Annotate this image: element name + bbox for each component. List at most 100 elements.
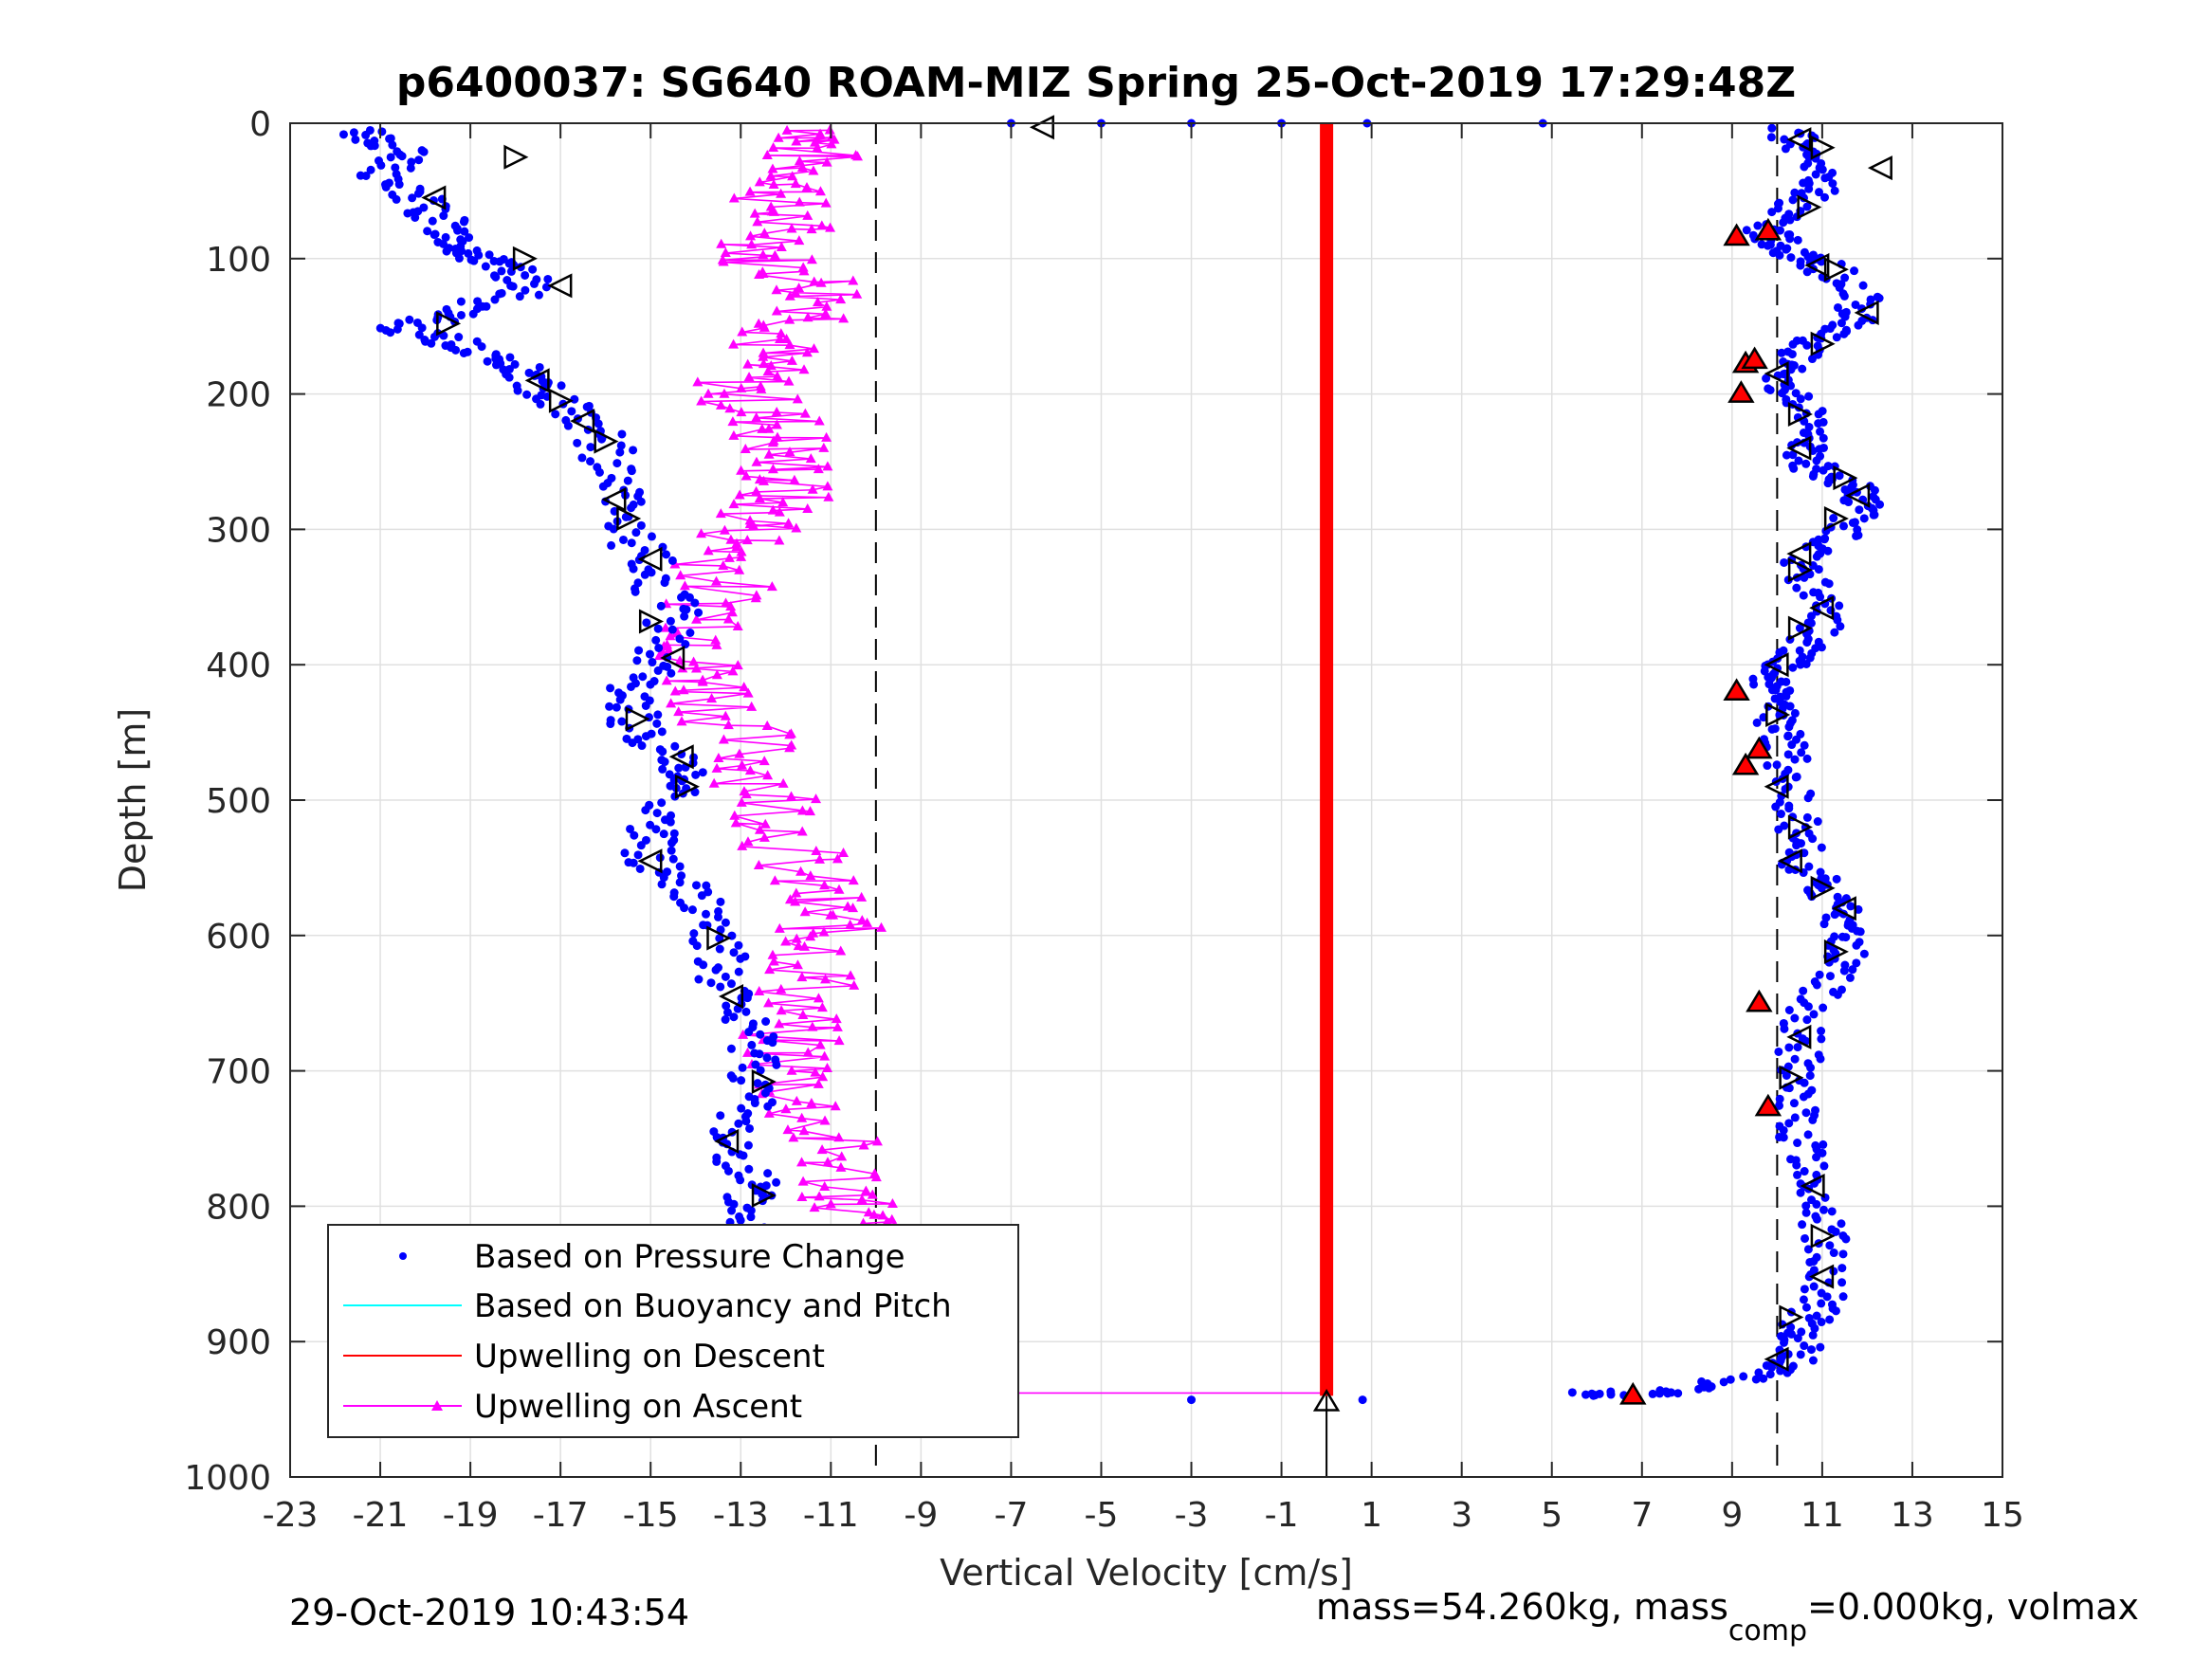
- ascent-point-107: [771, 406, 782, 416]
- pressure-ascent-point-576: [1802, 202, 1812, 211]
- ascent-point-120: [740, 444, 751, 454]
- pressure-descent-point-296: [657, 727, 667, 737]
- pressure-descent-point-481: [736, 1215, 745, 1225]
- pressure-descent-point-6: [351, 135, 360, 144]
- pressure-descent-point-382: [734, 940, 743, 950]
- ascent-point-64: [851, 288, 863, 299]
- pressure-descent-point-443: [734, 1119, 743, 1128]
- pressure-descent-point-17: [397, 152, 407, 161]
- pressure-ascent-point-965: [1815, 970, 1824, 979]
- pressure-descent-point-423: [772, 1060, 781, 1069]
- pressure-descent-point-235: [667, 556, 677, 565]
- pressure-descent-point-25: [366, 165, 375, 174]
- pressure-ascent-point-1100: [1779, 1338, 1788, 1347]
- pressure-ascent-point-772: [1780, 557, 1789, 567]
- pressure-ascent-point-1023: [1793, 1139, 1802, 1148]
- pressure-descent-point-217: [627, 503, 636, 513]
- ascent-point-41: [759, 228, 770, 238]
- ascent-point-309: [830, 1101, 841, 1111]
- pressure-descent-point-293: [652, 719, 662, 728]
- pressure-descent-point-347: [633, 850, 643, 860]
- pressure-ascent-point-976: [1803, 1002, 1813, 1012]
- pressure-descent-point-38: [408, 193, 417, 203]
- pressure-descent-point-345: [667, 846, 676, 855]
- pressure-extra-point-8: [1358, 1395, 1367, 1405]
- descent-marker-3: [547, 273, 573, 299]
- ascent-point-19: [765, 170, 777, 180]
- ascent-point-167: [766, 581, 777, 592]
- pressure-descent-point-209: [598, 482, 608, 491]
- ascent-marker-25: [1823, 939, 1849, 964]
- ascent-point-140: [777, 497, 789, 507]
- ascent-point-334: [887, 1197, 898, 1208]
- pressure-ascent-point-697: [1804, 422, 1814, 431]
- ascent-point-194: [711, 669, 722, 680]
- pressure-descent-point-201: [612, 459, 622, 468]
- x-tick-label-13: 3: [1451, 1496, 1472, 1535]
- ascent-point-160: [736, 551, 747, 561]
- pressure-descent-point-454: [739, 1151, 748, 1160]
- ascent-point-161: [723, 552, 735, 562]
- ascent-marker-0: [1786, 127, 1812, 153]
- ascent-point-100: [703, 388, 714, 398]
- pressure-descent-point-52: [459, 217, 468, 227]
- x-axis-label: Vertical Velocity [cm/s]: [940, 1552, 1353, 1594]
- pressure-descent-point-142: [451, 345, 461, 355]
- descent-marker-11: [637, 546, 663, 572]
- x-tick-label-17: 11: [1801, 1496, 1844, 1535]
- pressure-descent-point-48: [439, 211, 448, 221]
- pressure-ascent-point-924: [1817, 884, 1826, 893]
- pressure-descent-point-20: [414, 155, 424, 165]
- red-marker-6: [1746, 736, 1773, 759]
- pressure-descent-point-425: [756, 1066, 765, 1075]
- ascent-point-29: [794, 196, 805, 207]
- x-tick-label-18: 13: [1891, 1496, 1934, 1535]
- pressure-descent-point-353: [635, 864, 645, 873]
- x-tick-label-10: -3: [1175, 1496, 1209, 1535]
- pressure-descent-point-463: [772, 1177, 781, 1187]
- pressure-descent-point-427: [728, 1073, 738, 1083]
- legend: Based on Pressure Change Based on Buoyan…: [327, 1224, 1019, 1438]
- ascent-point-9: [812, 142, 823, 153]
- ascent-marker-23: [1810, 875, 1836, 901]
- pressure-ascent-point-798: [1806, 618, 1816, 628]
- ascent-marker-27: [1779, 1065, 1804, 1090]
- pressure-ascent-point-870: [1797, 748, 1806, 757]
- pressure-ascent-point-583: [1779, 218, 1788, 228]
- ascent-point-220: [744, 765, 756, 775]
- pressure-ascent-point-821: [1801, 659, 1811, 668]
- pressure-ascent-point-1119: [1782, 1368, 1792, 1377]
- ascent-point-139: [754, 493, 765, 503]
- ascent-point-179: [671, 627, 683, 637]
- pressure-ascent-point-1050: [1812, 1214, 1821, 1224]
- ascent-point-12: [761, 149, 773, 159]
- pressure-ascent-point-1109: [1808, 1356, 1818, 1365]
- pressure-ascent-point-682: [1778, 389, 1787, 398]
- ascent-point-204: [746, 701, 758, 711]
- pressure-ascent-point-719: [1789, 464, 1799, 473]
- pressure-ascent-point-1074: [1800, 1285, 1809, 1294]
- ascent-point-279: [849, 979, 860, 990]
- pressure-ascent-point-1041: [1796, 1188, 1805, 1197]
- x-tick-label-5: -13: [713, 1496, 769, 1535]
- pressure-ascent-point-1051: [1837, 1219, 1846, 1229]
- pressure-ascent-point-723: [1835, 471, 1844, 481]
- ascent-point-72: [838, 313, 850, 323]
- ascent-point-215: [734, 748, 745, 758]
- pressure-descent-point-466: [761, 1181, 771, 1191]
- ascent-point-284: [816, 1002, 828, 1012]
- ascent-point-330: [867, 1189, 878, 1199]
- ascent-point-51: [806, 254, 817, 264]
- ascent-point-57: [754, 269, 765, 280]
- pressure-ascent-point-961: [1852, 958, 1861, 968]
- pressure-ascent-point-563: [1828, 179, 1837, 189]
- pressure-ascent-point-749: [1869, 510, 1878, 520]
- ascent-point-143: [767, 504, 778, 515]
- pressure-descent-point-3: [349, 128, 358, 137]
- pressure-descent-point-256: [642, 618, 651, 628]
- ascent-point-202: [706, 693, 718, 703]
- pressure-descent-point-22: [376, 160, 386, 170]
- ascent-point-94: [743, 372, 755, 382]
- ascent-point-125: [751, 456, 762, 466]
